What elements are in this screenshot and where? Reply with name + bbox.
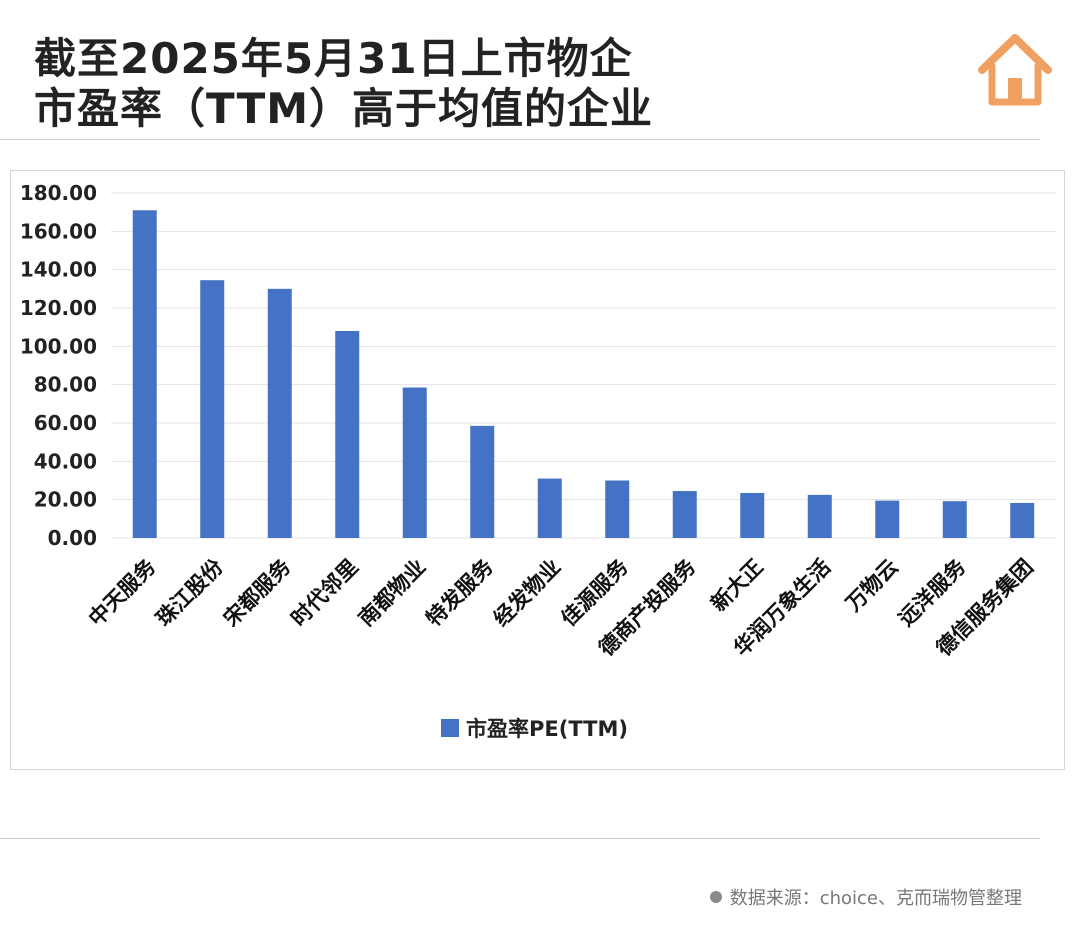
- x-tick-label: 珠江股份: [151, 554, 228, 631]
- x-tick-label: 宋都服务: [219, 554, 296, 631]
- title-line-2: 市盈率（TTM）高于均值的企业: [34, 84, 654, 133]
- source-note: 数据来源：choice、克而瑞物管整理: [709, 884, 1022, 910]
- x-tick-label: 时代邻里: [286, 555, 362, 631]
- bar: [470, 425, 495, 538]
- y-tick-label: 20.00: [34, 488, 97, 512]
- legend-swatch: [441, 719, 459, 737]
- bar: [1010, 502, 1035, 538]
- y-tick-label: 140.00: [20, 258, 97, 282]
- chart-frame: 0.00 20.00 40.00 60.00 80.00 100.00 120.00 140.…: [10, 170, 1065, 770]
- legend-label: 市盈率PE(TTM): [466, 717, 628, 741]
- y-tick-label: 160.00: [20, 219, 97, 243]
- header-divider: [0, 139, 1040, 140]
- x-tick-label: 经发物业: [489, 555, 565, 631]
- bar-chart: 0.00 20.00 40.00 60.00 80.00 100.00 120.00 140.…: [20, 181, 1056, 741]
- bar: [200, 280, 225, 538]
- bar: [672, 491, 697, 538]
- y-tick-label: 100.00: [20, 334, 97, 358]
- x-tick-label: 特发服务: [421, 554, 498, 631]
- x-tick-label: 中天服务: [84, 554, 161, 631]
- bar: [875, 500, 900, 538]
- bar: [402, 387, 427, 538]
- bar: [807, 494, 832, 538]
- bar: [942, 501, 967, 538]
- house-icon: [978, 34, 1052, 106]
- source-text: 数据来源：choice、克而瑞物管整理: [729, 888, 1022, 909]
- x-tick-label: 万物云: [841, 555, 903, 617]
- bar: [335, 331, 360, 538]
- bar: [132, 210, 157, 538]
- page-title: 截至2025年5月31日上市物企 市盈率（TTM）高于均值的企业: [34, 34, 653, 134]
- bar: [740, 492, 765, 538]
- x-tick-label: 南都物业: [354, 555, 430, 631]
- y-tick-label: 80.00: [34, 373, 97, 397]
- title-line-1: 截至2025年5月31日上市物企: [34, 34, 633, 83]
- footer-divider: [0, 838, 1040, 839]
- bar: [267, 288, 292, 538]
- y-tick-label: 60.00: [34, 411, 97, 435]
- bar: [537, 478, 562, 538]
- y-tick-label: 0.00: [48, 526, 97, 550]
- y-tick-label: 120.00: [20, 296, 97, 320]
- y-tick-label: 180.00: [20, 181, 97, 205]
- y-tick-label: 40.00: [34, 449, 97, 473]
- bar: [605, 480, 630, 538]
- dot-icon: [709, 891, 722, 903]
- x-tick-label: 新大正: [706, 555, 768, 617]
